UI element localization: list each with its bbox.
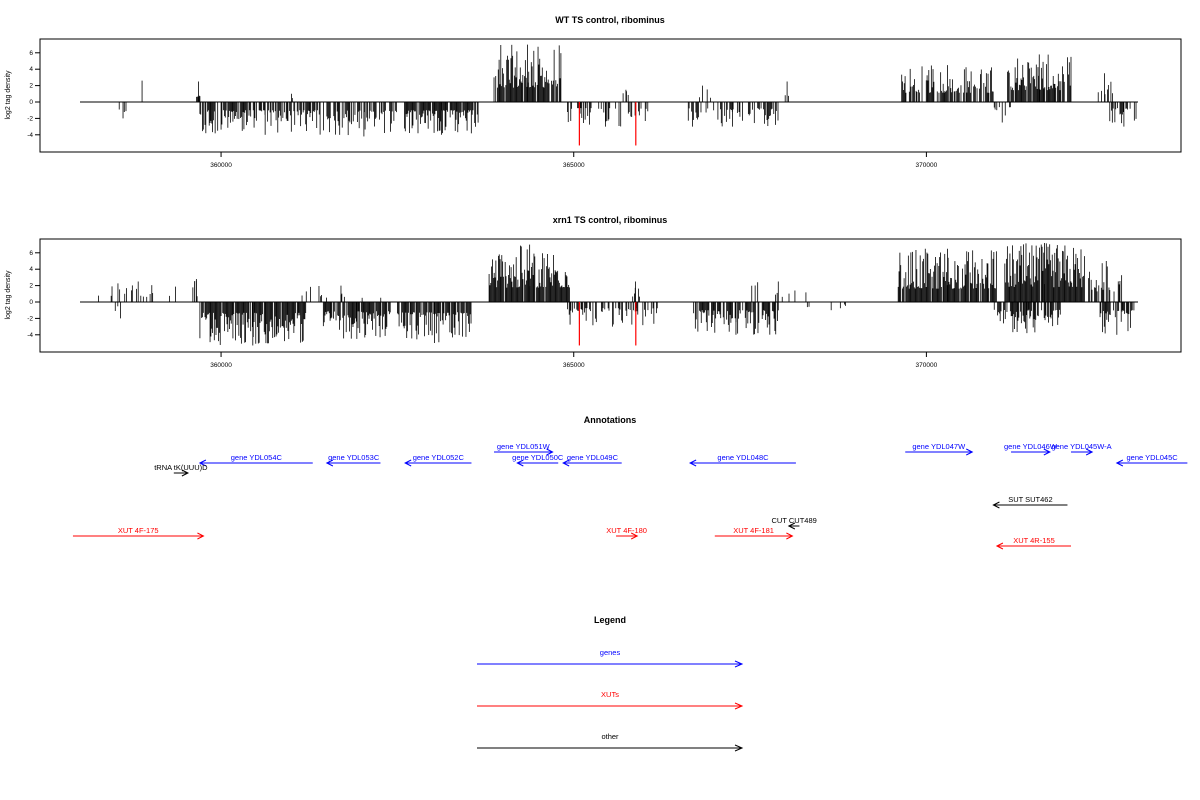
feature-label: XUT 4R-155 xyxy=(1013,536,1055,545)
legend-label: other xyxy=(601,732,619,741)
legend-label: XUTs xyxy=(601,690,619,699)
y-tick-label: 2 xyxy=(29,283,33,290)
wt-density-panel: WT TS control, ribominus log2 tag densit… xyxy=(5,15,1182,169)
legend-title: Legend xyxy=(594,615,626,625)
feature-label: gene YDL045W-A xyxy=(1051,442,1111,451)
feature-label: gene YDL046W xyxy=(1004,442,1058,451)
feature-arrowhead xyxy=(688,459,697,467)
y-tick-label: 4 xyxy=(29,266,33,273)
feature-label: gene YDL048C xyxy=(717,453,769,462)
y-tick-label: 0 xyxy=(29,99,33,106)
wt-plot-frame xyxy=(39,38,1182,153)
wt-y-axis-label: log2 tag density xyxy=(5,70,12,120)
feature-arrowhead xyxy=(562,459,570,467)
xrn1-panel-title: xrn1 TS control, ribominus xyxy=(553,215,668,225)
legend-panel: Legend genes XUTs other xyxy=(477,615,744,752)
y-tick-label: -4 xyxy=(27,132,33,139)
feature-label: gene YDL047W xyxy=(912,442,966,451)
feature-arrowhead xyxy=(992,501,1000,509)
x-tick-label: 360000 xyxy=(210,362,232,369)
feature-label: XUT 4F-181 xyxy=(733,526,774,535)
x-tick-label: 360000 xyxy=(210,162,232,169)
feature-label: gene YDL054C xyxy=(231,453,283,462)
feature-arrowhead xyxy=(966,448,974,456)
y-tick-label: 4 xyxy=(29,66,33,73)
feature-arrowhead xyxy=(1115,459,1124,467)
feature-arrowhead xyxy=(1085,448,1094,456)
legend-arrowhead xyxy=(734,744,744,752)
feature-arrowhead xyxy=(786,532,794,540)
feature-label: CUT CUT489 xyxy=(772,516,817,525)
feature-label: gene YDL052C xyxy=(413,453,465,462)
x-tick-label: 370000 xyxy=(916,362,938,369)
feature-label: gene YDL050C xyxy=(512,453,564,462)
feature-arrowhead xyxy=(787,522,796,530)
feature-arrowhead xyxy=(198,459,207,467)
feature-arrowhead xyxy=(197,532,205,540)
y-tick-label: -4 xyxy=(27,332,33,339)
feature-label: gene YDL049C xyxy=(567,453,619,462)
feature-label: XUT 4F-180 xyxy=(606,526,647,535)
xrn1-plot-frame xyxy=(39,238,1182,353)
y-tick-label: 6 xyxy=(29,250,33,257)
feature-label: XUT 4F-175 xyxy=(118,526,159,535)
feature-label: gene YDL045C xyxy=(1127,453,1179,462)
feature-label: gene YDL053C xyxy=(328,453,380,462)
x-tick-label: 370000 xyxy=(916,162,938,169)
feature-arrowhead xyxy=(181,469,190,477)
xrn1-y-axis-label: log2 tag density xyxy=(5,270,12,320)
y-tick-label: -2 xyxy=(27,115,33,122)
wt-bars xyxy=(80,44,1138,146)
x-tick-label: 365000 xyxy=(563,362,585,369)
x-tick-label: 365000 xyxy=(563,162,585,169)
annotations-title: Annotations xyxy=(584,415,637,425)
feature-label: gene YDL051W xyxy=(497,442,551,451)
feature-arrowhead xyxy=(630,532,639,540)
legend-arrowhead xyxy=(734,702,744,710)
annotation-features: gene YDL054C gene YDL053C gene YDL052C gene… xyxy=(72,442,1188,550)
y-tick-label: 0 xyxy=(29,299,33,306)
wt-panel-title: WT TS control, ribominus xyxy=(555,15,665,25)
feature-arrowhead xyxy=(546,448,554,456)
feature-arrowhead xyxy=(404,459,412,467)
y-tick-label: 2 xyxy=(29,83,33,90)
feature-arrowhead xyxy=(995,542,1004,550)
feature-arrowhead xyxy=(325,459,334,467)
legend-arrowhead xyxy=(734,660,744,668)
y-tick-label: -2 xyxy=(27,315,33,322)
xrn1-density-panel: xrn1 TS control, ribominus log2 tag dens… xyxy=(5,215,1182,369)
xrn1-bars xyxy=(80,242,1138,346)
feature-label: tRNA tK(UUU)D xyxy=(154,463,208,472)
legend-entries: genes XUTs other xyxy=(477,648,744,752)
feature-arrowhead xyxy=(1043,448,1051,456)
xrn1-axes: -4 -2 0 2 4 6 360000 365000 370000 xyxy=(27,250,937,369)
legend-label: genes xyxy=(600,648,621,657)
y-tick-label: 6 xyxy=(29,50,33,57)
wt-axes: -4 -2 0 2 4 6 360000 365000 370000 xyxy=(27,50,937,169)
feature-label: SUT SUT462 xyxy=(1008,495,1052,504)
feature-arrowhead xyxy=(516,459,524,467)
annotations-panel: Annotations gene YDL054C gene YDL053C gene… xyxy=(72,415,1188,550)
